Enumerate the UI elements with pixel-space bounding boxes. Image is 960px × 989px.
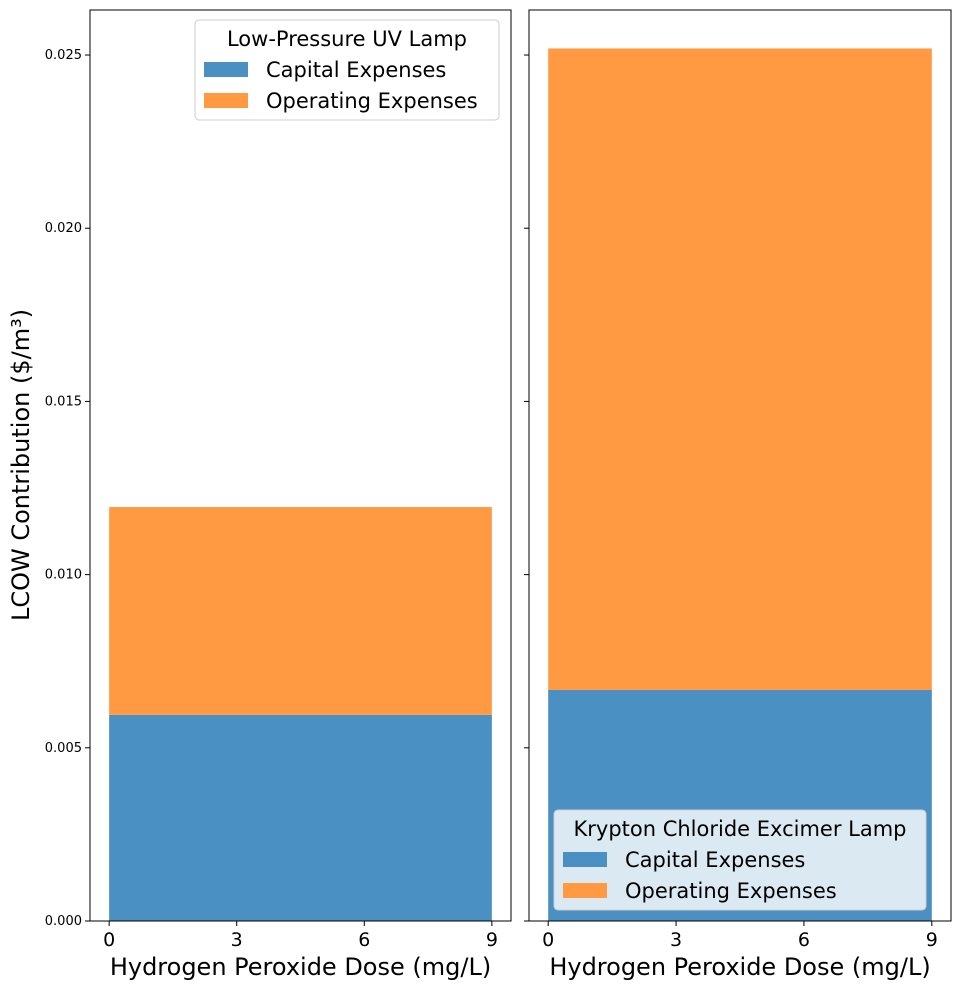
y-tick-label: 0.025 — [45, 48, 82, 63]
y-tick-label: 0.010 — [45, 568, 82, 583]
y-tick-label: 0.020 — [45, 221, 82, 236]
axes-frame-panel-2 — [528, 9, 952, 922]
legend-label-capital: Capital Expenses — [266, 58, 446, 82]
x-tick-label: 6 — [798, 929, 810, 951]
legend-box — [553, 809, 927, 911]
legend-label-operating: Operating Expenses — [266, 89, 478, 113]
bar-operating-panel-2 — [548, 48, 932, 690]
x-tick-label: 9 — [926, 929, 938, 951]
panel-1: 0.000 0.005 0.010 0.015 0.020 0.025 0 3 6 9Hydrog… — [45, 9, 512, 981]
legend-swatch-capital — [563, 852, 607, 867]
x-axis-title-panel-2: Hydrogen Peroxide Dose (mg/L) — [549, 953, 930, 981]
x-tick-label: 0 — [103, 929, 115, 951]
legend-title: Low-Pressure UV Lamp — [227, 27, 467, 51]
legend-swatch-capital — [204, 62, 248, 77]
legend-panel-2: Krypton Chloride Excimer Lamp Capital Exp… — [553, 809, 927, 911]
legend-label-operating: Operating Expenses — [625, 879, 837, 903]
y-tick-label: 0.000 — [45, 914, 82, 929]
x-axis-title-panel-1: Hydrogen Peroxide Dose (mg/L) — [110, 953, 491, 981]
bar-capital-panel-1 — [109, 714, 492, 921]
bar-operating-panel-1 — [109, 507, 492, 715]
legend-title: Krypton Chloride Excimer Lamp — [573, 817, 906, 841]
y-axis-title: LCOW Contribution ($/m³) — [7, 309, 35, 621]
x-tick-label: 6 — [358, 929, 370, 951]
x-tick-label: 3 — [670, 929, 682, 951]
legend-swatch-operating — [563, 883, 607, 898]
x-tick-label: 0 — [542, 929, 554, 951]
y-tick-label: 0.005 — [45, 741, 82, 756]
legend-panel-1: Low-Pressure UV Lamp Capital Expenses Oper… — [194, 19, 500, 121]
x-tick-label: 9 — [486, 929, 498, 951]
y-tick-label: 0.015 — [45, 394, 82, 409]
legend-label-capital: Capital Expenses — [625, 848, 805, 872]
legend-swatch-operating — [204, 93, 248, 108]
axes-frame-panel-1 — [89, 9, 512, 922]
legend-box — [194, 19, 500, 121]
x-tick-label: 3 — [231, 929, 243, 951]
